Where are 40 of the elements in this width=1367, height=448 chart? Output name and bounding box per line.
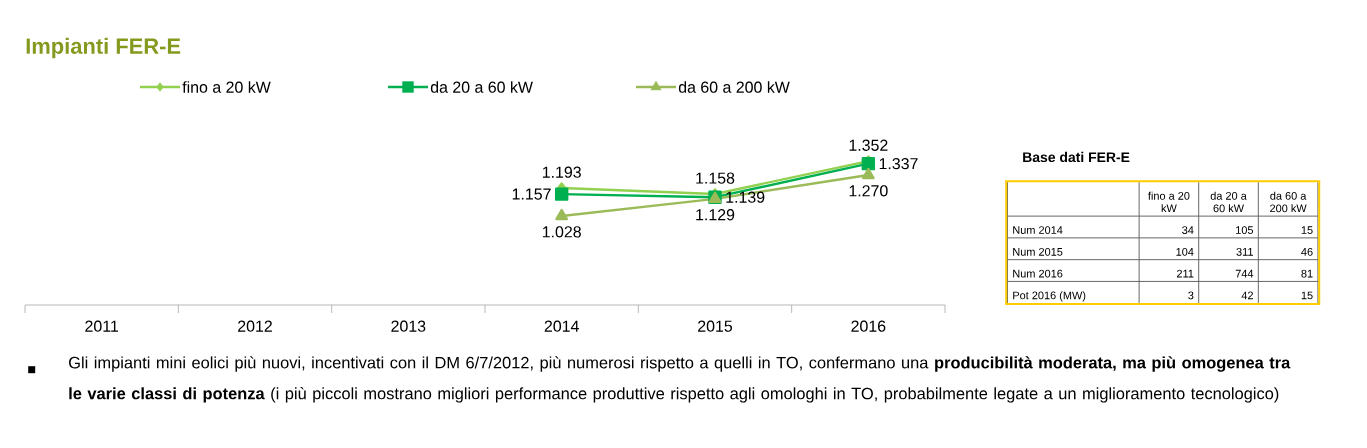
- data-label: 1.337: [879, 157, 918, 170]
- category-label: da 20 a 60 kW: [1210, 191, 1247, 213]
- data-label: 34: [1182, 226, 1194, 234]
- data-label: 1.028: [542, 226, 581, 238]
- text: Pot 2016 (MW): [1013, 291, 1086, 302]
- data-label: 105: [1236, 226, 1254, 234]
- data-label: 3: [1188, 291, 1194, 300]
- data-label: 1.129: [696, 209, 735, 221]
- text: Num 2015: [1013, 247, 1063, 256]
- data-label: 1.158: [696, 172, 735, 184]
- text: Num 2016: [1013, 269, 1063, 278]
- x-tick-label: 2016: [851, 320, 886, 332]
- x-tick-label: 2015: [698, 320, 733, 332]
- x-tick-label: 2013: [391, 320, 426, 332]
- x-tick-label: 2012: [238, 320, 272, 332]
- data-label: 211: [1176, 269, 1194, 278]
- data-label: 311: [1236, 247, 1253, 256]
- data-label: 1.157: [512, 188, 551, 200]
- data-label: 744: [1235, 269, 1254, 278]
- data-label: 1.270: [849, 185, 888, 197]
- category-label: fino a 20 kW: [1148, 191, 1190, 213]
- category-label: da 60 a 200 kW: [1270, 191, 1307, 213]
- data-label: 15: [1301, 291, 1313, 300]
- x-tick-label: 2011: [85, 320, 119, 332]
- data-label: 1.193: [542, 166, 581, 178]
- legend-label: da 60 a 200 kW: [678, 81, 790, 93]
- data-label: 1.352: [849, 139, 888, 151]
- data-label: 46: [1301, 247, 1313, 256]
- chart-title: Impianti FER-E: [26, 37, 181, 59]
- legend-label: da 20 a 60 kW: [430, 81, 533, 93]
- text: Num 2014: [1013, 226, 1063, 234]
- data-label: 1.139: [726, 191, 765, 203]
- legend-label: fino a 20 kW: [182, 81, 271, 93]
- data-label: 104: [1176, 247, 1194, 256]
- data-label: 81: [1301, 269, 1313, 278]
- data-label: 15: [1301, 226, 1313, 234]
- text: Base dati FER-E: [1023, 151, 1130, 163]
- x-tick-label: 2014: [544, 320, 579, 332]
- data-label: 42: [1241, 291, 1253, 300]
- text: Gli impianti mini eolici più nuovi, incentivati con il DM 6/7/2012, più numerosi rispetto a quelli in TO, confermano una producibilità moderata, ma più omogenea tra le varie classi di potenza (i più piccoli mostrano migliori performance produttive rispetto agli omologhi in TO, probabilmente legate a un miglioramento tecnologico): [69, 356, 1291, 403]
